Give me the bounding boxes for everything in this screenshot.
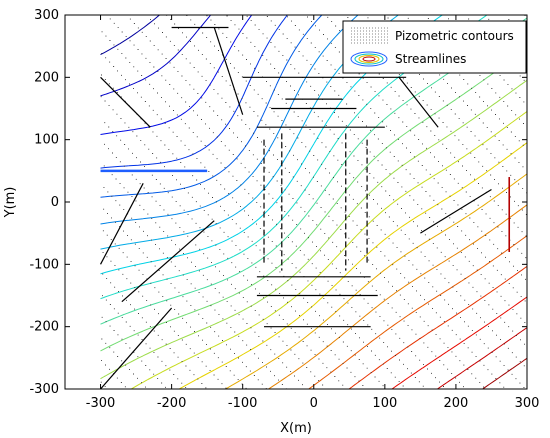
piezometric-contour — [100, 15, 160, 56]
streamline-dots — [100, 15, 527, 389]
piezometric-contour — [100, 79, 527, 380]
piezometric-contour — [308, 235, 527, 389]
y-tick-label: 300 — [34, 8, 59, 23]
piezometric-contour — [225, 173, 527, 389]
fracture-line — [398, 76, 439, 128]
x-axis-label: X(m) — [280, 421, 312, 436]
x-tick-label: -100 — [228, 396, 258, 411]
fracture-line — [213, 27, 244, 115]
legend-dots-swatch — [351, 27, 388, 44]
piezometric-contour — [100, 15, 359, 225]
legend-streamline-swatch — [362, 56, 376, 62]
legend-label-contours: Pizometric contours — [395, 29, 514, 43]
legend-streamline-swatch — [350, 51, 388, 67]
fracture-line — [100, 307, 173, 389]
y-tick-label: 200 — [34, 70, 59, 85]
piezometric-contour — [100, 15, 323, 198]
piezometric-contour — [268, 204, 527, 389]
piezometric-contour — [100, 15, 288, 169]
legend-label-streamlines: Streamlines — [395, 52, 466, 66]
legend-box — [342, 20, 527, 74]
x-tick-label: 300 — [515, 396, 540, 411]
y-tick-label: -300 — [29, 382, 59, 397]
y-tick-label: 0 — [51, 195, 59, 210]
fracture-line — [121, 220, 215, 303]
piezometric-contour — [100, 15, 253, 135]
piezometric-contour — [391, 296, 527, 389]
fracture-line — [420, 189, 492, 234]
fracture-line — [100, 76, 151, 128]
x-tick-label: 0 — [310, 396, 318, 411]
y-axis-label: Y(m) — [3, 187, 18, 219]
legend-streamline-swatch — [358, 55, 380, 63]
fracture-line — [100, 183, 144, 265]
piezometric-contour — [100, 48, 527, 352]
piezometric-contour — [100, 15, 211, 97]
piezometric-contour — [437, 327, 527, 389]
x-tick-label: -200 — [157, 396, 187, 411]
y-tick-label: 100 — [34, 133, 59, 148]
piezometric-contour — [482, 357, 527, 389]
piezometric-contour — [178, 142, 527, 389]
x-tick-label: 200 — [444, 396, 469, 411]
piezometric-contour — [348, 265, 527, 389]
y-tick-label: -100 — [29, 257, 59, 272]
x-tick-label: 100 — [372, 396, 397, 411]
y-tick-label: -200 — [29, 320, 59, 335]
legend-streamline-swatch — [354, 53, 384, 65]
x-tick-label: -300 — [86, 396, 116, 411]
